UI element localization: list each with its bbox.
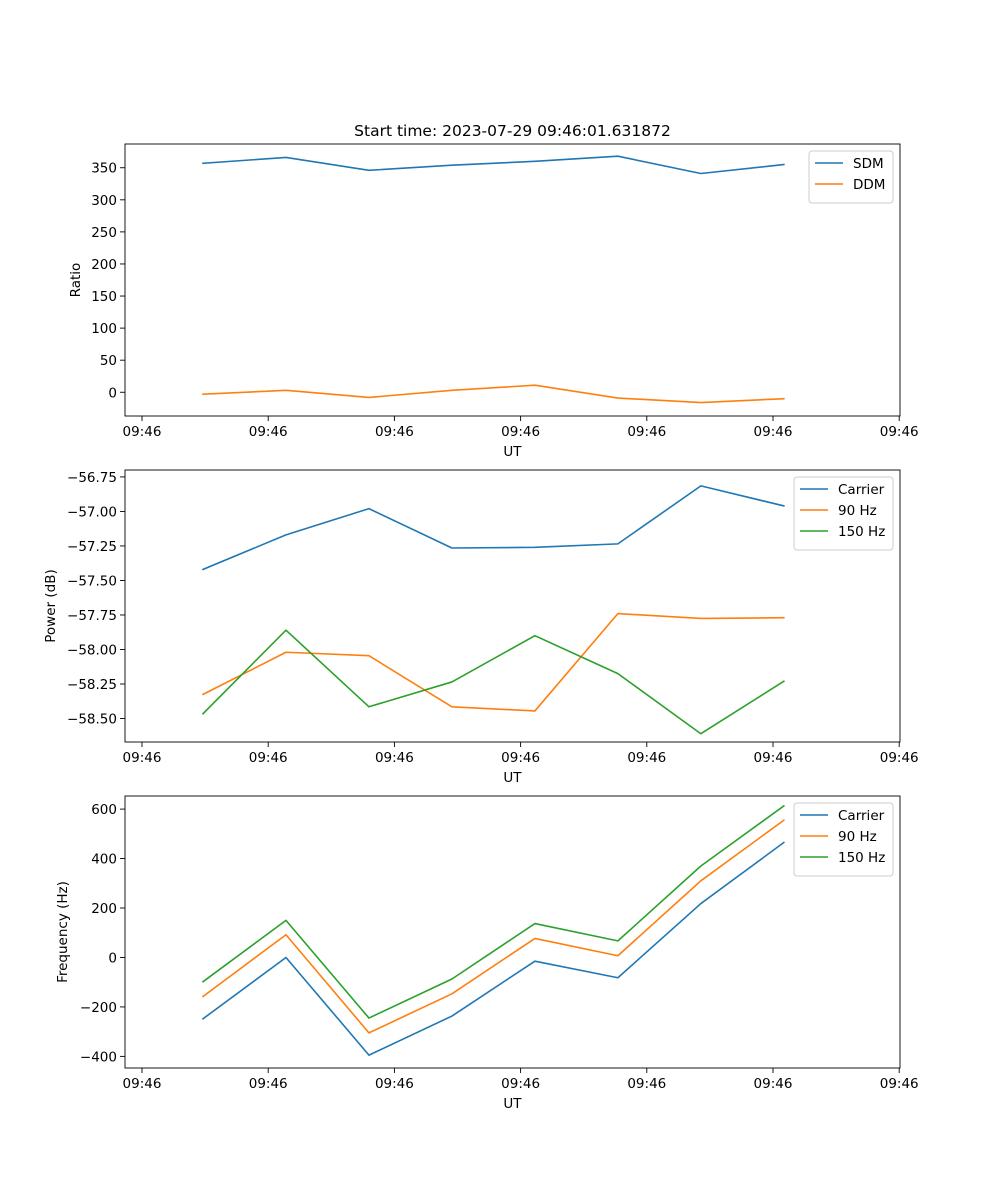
x-tick-label: 09:46 bbox=[754, 1076, 793, 1092]
power-plot-area: 09:4609:4609:4609:4609:4609:4609:4609:47… bbox=[67, 469, 919, 766]
legend-label: Carrier bbox=[838, 808, 885, 824]
series-line-150-hz bbox=[201, 629, 785, 735]
x-tick-label: 09:46 bbox=[880, 424, 919, 440]
x-tick-label: 09:46 bbox=[627, 750, 666, 766]
x-tick-label: 09:46 bbox=[754, 750, 793, 766]
y-tick-label: −56.75 bbox=[67, 470, 117, 486]
x-tick-label: 09:46 bbox=[501, 750, 540, 766]
y-tick-label: 400 bbox=[91, 852, 117, 868]
axes-frame bbox=[124, 795, 901, 1069]
x-axis-label: UT bbox=[503, 1096, 522, 1112]
series-line-90-hz bbox=[201, 819, 785, 1034]
series-line-carrier bbox=[201, 841, 785, 1056]
x-tick-label: 09:46 bbox=[501, 1076, 540, 1092]
legend-box bbox=[808, 150, 894, 204]
ratio-plot-area: 09:4609:4609:4609:4609:4609:4609:4609:47… bbox=[91, 143, 919, 440]
x-tick-label: 09:46 bbox=[123, 1076, 162, 1092]
y-tick-label: 200 bbox=[91, 901, 117, 917]
y-tick-label: 250 bbox=[91, 225, 117, 241]
y-axis-label: Ratio bbox=[68, 263, 84, 298]
series-line-carrier bbox=[201, 485, 785, 571]
x-tick-label: 09:46 bbox=[501, 424, 540, 440]
x-axis-label: UT bbox=[503, 444, 522, 460]
y-tick-label: 300 bbox=[91, 193, 117, 209]
y-tick-label: 0 bbox=[108, 385, 117, 401]
frequency-plot-area: 09:4609:4609:4609:4609:4609:4609:4609:47… bbox=[80, 795, 919, 1092]
y-tick-label: −58.00 bbox=[67, 642, 117, 658]
x-tick-label: 09:46 bbox=[880, 1076, 919, 1092]
series-line-150-hz bbox=[201, 804, 785, 1019]
legend-label: SDM bbox=[853, 156, 884, 172]
y-tick-label: 600 bbox=[91, 802, 117, 818]
legend-label: 90 Hz bbox=[838, 503, 877, 519]
y-tick-label: −58.50 bbox=[67, 712, 117, 728]
x-tick-label: 09:46 bbox=[249, 750, 288, 766]
y-tick-label: −57.00 bbox=[67, 504, 117, 520]
legend: Carrier 90 Hz 150 Hz bbox=[793, 476, 894, 551]
x-tick-label: 09:46 bbox=[123, 424, 162, 440]
x-axis-label: UT bbox=[503, 770, 522, 786]
legend-label: 90 Hz bbox=[838, 829, 877, 845]
x-tick-label: 09:46 bbox=[627, 1076, 666, 1092]
legend-label: Carrier bbox=[838, 482, 885, 498]
series-line-sdm bbox=[202, 155, 785, 175]
y-tick-label: 200 bbox=[91, 257, 117, 273]
ratio-panel: Start time: 2023-07-29 09:46:01.631872 0… bbox=[68, 122, 919, 460]
x-tick-label: 09:46 bbox=[754, 424, 793, 440]
y-tick-label: −57.50 bbox=[67, 573, 117, 589]
y-axis-label: Power (dB) bbox=[43, 569, 59, 642]
x-tick-label: 09:46 bbox=[375, 424, 414, 440]
x-tick-label: 09:46 bbox=[627, 424, 666, 440]
y-tick-label: −58.25 bbox=[67, 677, 117, 693]
series-line-ddm bbox=[202, 384, 785, 404]
y-tick-label: 0 bbox=[108, 950, 117, 966]
power-panel: 09:4609:4609:4609:4609:4609:4609:4609:47… bbox=[43, 469, 919, 786]
chart-title: Start time: 2023-07-29 09:46:01.631872 bbox=[354, 122, 671, 140]
legend-label: DDM bbox=[853, 177, 885, 193]
frequency-panel: 09:4609:4609:4609:4609:4609:4609:4609:47… bbox=[55, 795, 919, 1112]
y-tick-label: −200 bbox=[80, 1000, 117, 1016]
y-tick-label: 100 bbox=[91, 321, 117, 337]
legend: SDM DDM bbox=[808, 150, 894, 204]
x-tick-label: 09:46 bbox=[375, 1076, 414, 1092]
axes-frame bbox=[124, 143, 901, 417]
y-tick-label: 350 bbox=[91, 161, 117, 177]
y-tick-label: −400 bbox=[80, 1049, 117, 1065]
y-tick-label: 150 bbox=[91, 289, 117, 305]
y-tick-label: 50 bbox=[100, 353, 117, 369]
x-tick-label: 09:46 bbox=[123, 750, 162, 766]
y-tick-label: −57.25 bbox=[67, 539, 117, 555]
y-axis-label: Frequency (Hz) bbox=[55, 881, 71, 983]
series-line-90-hz bbox=[201, 612, 785, 712]
legend: Carrier 90 Hz 150 Hz bbox=[793, 802, 894, 877]
x-tick-label: 09:46 bbox=[375, 750, 414, 766]
axes-frame bbox=[124, 469, 901, 743]
y-tick-label: −57.75 bbox=[67, 608, 117, 624]
x-tick-label: 09:46 bbox=[249, 1076, 288, 1092]
x-tick-label: 09:46 bbox=[880, 750, 919, 766]
x-tick-label: 09:46 bbox=[249, 424, 288, 440]
legend-label: 150 Hz bbox=[838, 850, 885, 866]
legend-label: 150 Hz bbox=[838, 524, 885, 540]
